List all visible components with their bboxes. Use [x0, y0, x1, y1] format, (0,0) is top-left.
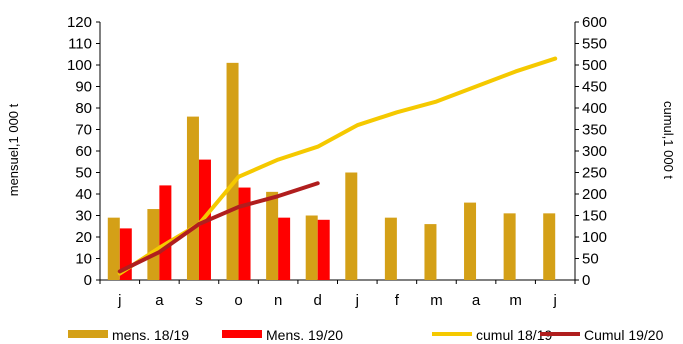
bar	[345, 172, 358, 280]
y-tick-label: 20	[75, 229, 92, 246]
legend-label: Mens. 19/20	[266, 327, 343, 343]
y-tick-label: 70	[75, 122, 92, 139]
bar	[317, 219, 330, 280]
x-tick-label: m	[430, 292, 443, 309]
legend-label: mens. 18/19	[112, 327, 189, 343]
y-tick-label: 80	[75, 100, 92, 117]
x-tick-label: n	[274, 292, 282, 309]
y-tick-label: 110	[68, 36, 92, 53]
x-tick-label: f	[395, 292, 400, 309]
bar	[464, 202, 477, 280]
y-tick-label: 0	[84, 272, 92, 289]
y2-tick-label: 350	[582, 122, 607, 139]
bar	[119, 228, 132, 280]
y-tick-label: 90	[75, 79, 92, 96]
y2-tick-label: 600	[582, 14, 607, 31]
legend: mens. 18/19 Mens. 19/20 cumul 18/19 Cumul 1…	[68, 327, 664, 343]
x-tick-label: j	[355, 292, 359, 309]
legend-swatch	[222, 330, 262, 338]
y2-tick-label: 150	[582, 208, 607, 225]
bar	[278, 217, 291, 280]
x-tick-label: m	[509, 292, 522, 309]
y-tick-label: 120	[67, 14, 92, 31]
bar	[503, 213, 516, 280]
y-tick-label: 100	[67, 57, 92, 74]
y-axis-label: mensuel,1 000 t	[6, 103, 21, 196]
y2-axis-label: cumul,1 000 t	[661, 101, 676, 179]
x-tick-label: o	[234, 292, 242, 309]
bar	[186, 116, 199, 280]
bar	[424, 224, 437, 280]
y2-tick-label: 250	[582, 165, 607, 182]
x-tick-label: d	[314, 292, 322, 309]
x-tick-label: a	[155, 292, 164, 309]
y2-tick-label: 300	[582, 143, 607, 160]
x-tick-label: s	[195, 292, 203, 309]
bar	[543, 213, 556, 280]
series-line	[117, 181, 320, 274]
tick-labels: 0 10 20 30 40 50 60 70 80 90 100 110 120 0 50 100 150 200…	[67, 14, 607, 309]
bar	[147, 209, 160, 280]
legend-swatch	[68, 330, 108, 338]
y2-tick-label: 200	[582, 186, 607, 203]
x-tick-label: j	[553, 292, 557, 309]
y2-tick-label: 50	[582, 251, 599, 268]
axes	[96, 21, 579, 284]
series-line	[117, 56, 558, 276]
y2-tick-label: 550	[582, 36, 607, 53]
bars	[107, 62, 556, 280]
bar	[159, 185, 172, 280]
bar	[238, 187, 251, 280]
x-tick-label: j	[117, 292, 121, 309]
y-tick-label: 60	[75, 143, 92, 160]
y2-tick-label: 0	[582, 272, 590, 289]
bar	[107, 217, 120, 280]
bar	[266, 191, 279, 280]
y2-tick-label: 500	[582, 57, 607, 74]
legend-label: cumul 18/19	[476, 327, 552, 343]
x-tick-label: a	[472, 292, 481, 309]
bar	[226, 62, 239, 280]
y2-tick-label: 100	[582, 229, 607, 246]
y-tick-label: 50	[75, 165, 92, 182]
bar	[305, 215, 318, 280]
y-tick-label: 10	[75, 251, 92, 268]
lines	[117, 56, 558, 276]
y-tick-label: 40	[75, 186, 92, 203]
y-tick-label: 30	[75, 208, 92, 225]
legend-label: Cumul 19/20	[584, 327, 664, 343]
bar	[384, 217, 397, 280]
y2-tick-label: 450	[582, 79, 607, 96]
y2-tick-label: 400	[582, 100, 607, 117]
